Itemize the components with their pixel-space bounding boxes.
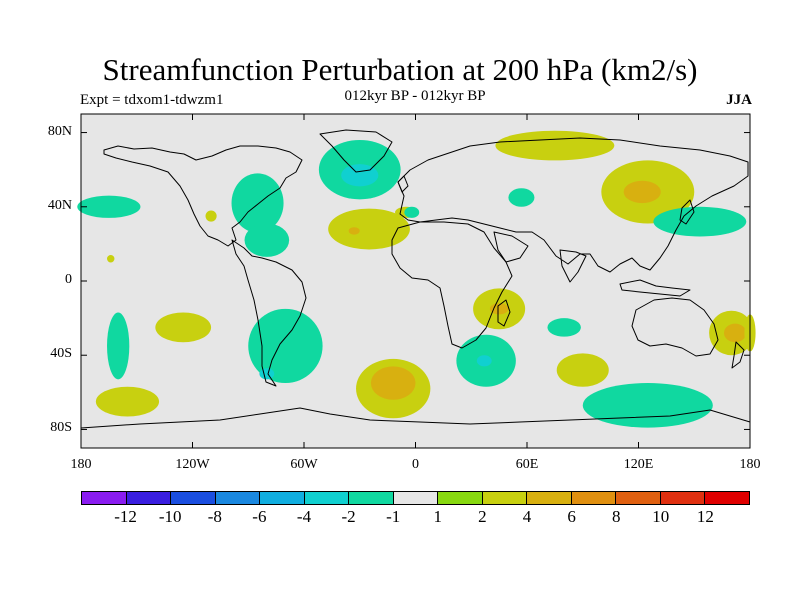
colorbar-label: 4 <box>522 507 532 526</box>
x-tick-label: 120W <box>175 457 210 472</box>
coastline-australia <box>631 297 719 357</box>
x-tick-label: 60W <box>290 457 318 472</box>
axis-ticks <box>80 114 751 448</box>
colorbar-label: 2 <box>478 507 487 526</box>
chart-title: Streamfunction Perturbation at 200 hPa (… <box>102 52 698 87</box>
coastline-greenland <box>319 129 393 173</box>
contour-southern-ocean-low <box>582 383 713 428</box>
colorbar <box>81 491 750 505</box>
colorbar-swatch <box>260 492 305 504</box>
contour-atlantic-high-core <box>348 227 360 235</box>
contour-south-pacific-high <box>155 312 212 343</box>
colorbar-label: -1 <box>386 507 401 526</box>
contour-west-pacific-low <box>653 206 747 237</box>
x-tick-label: 180 <box>70 457 92 472</box>
x-tick-label: 0 <box>412 457 419 472</box>
contour-south-pacific-low <box>107 312 130 380</box>
contour-caspian-low <box>508 188 535 207</box>
contour-australia-high-core <box>723 323 747 343</box>
colorbar-swatch <box>171 492 216 504</box>
x-tick-label: 120E <box>623 457 654 472</box>
colorbar-swatch <box>482 492 528 504</box>
x-tick-label: 180 <box>739 457 761 472</box>
y-tick-label: 0 <box>65 272 72 287</box>
contour-north-america-low <box>231 173 284 233</box>
coastline-maritime-continent <box>619 279 691 297</box>
colorbar-swatch <box>393 492 439 504</box>
colorbar-swatch <box>438 492 483 504</box>
colorbar-label: 1 <box>433 507 443 526</box>
coastline-new-zealand <box>731 341 745 369</box>
contour-atlantic-high <box>328 208 410 250</box>
period-label: 012kyr BP - 012kyr BP <box>344 88 486 104</box>
colorbar-swatch <box>215 492 261 504</box>
contour-gulf-of-mexico-low <box>244 223 290 257</box>
contour-south-atlantic-high-core <box>370 366 416 400</box>
contour-north-pacific-high <box>107 255 115 263</box>
y-tick-label: 40N <box>47 197 72 213</box>
colorbar-swatch <box>82 492 127 504</box>
contour-south-america-low <box>248 308 323 384</box>
colorbar-swatch <box>705 492 749 504</box>
season-label: JJA <box>726 92 752 108</box>
contour-south-indian-high <box>556 353 609 387</box>
contour-east-asia-high-core <box>623 180 661 204</box>
coastline-japan <box>679 199 695 225</box>
coastline-british-isles <box>397 175 409 193</box>
contour-north-africa-low <box>404 206 420 218</box>
coastline-south-america <box>231 239 307 387</box>
colorbar-label: -2 <box>341 507 356 526</box>
contour-south-indian-low <box>547 318 581 337</box>
coastline-madagascar <box>497 299 511 327</box>
x-tick-label: 60E <box>515 457 539 472</box>
coastline-antarctica <box>80 407 751 429</box>
colorbar-swatch <box>527 492 572 504</box>
colorbar-swatch <box>660 492 706 504</box>
colorbar-label: 8 <box>611 507 621 526</box>
colorbar-label: -8 <box>207 507 222 526</box>
contour-south-african-low-core <box>476 355 492 367</box>
coastline-eurasia <box>397 137 749 273</box>
colorbar-swatch <box>349 492 394 504</box>
y-tick-label: 40S <box>50 346 72 362</box>
colorbar-label: -10 <box>158 507 182 526</box>
y-tick-label: 80N <box>47 123 72 139</box>
colorbar-label: 12 <box>696 507 714 526</box>
colorbar-label: -4 <box>296 507 312 526</box>
colorbar-label: -12 <box>114 507 137 526</box>
colorbar-label: 10 <box>652 507 670 526</box>
contour-mexico-high <box>205 210 217 222</box>
coastline-india <box>559 249 587 283</box>
contour-arctic-high <box>495 130 615 161</box>
contour-southeast-pacific-high <box>95 386 160 417</box>
colorbar-swatch <box>571 492 617 504</box>
coastlines <box>80 129 751 429</box>
colorbar-swatch <box>616 492 661 504</box>
contour-south-american-low-core <box>259 368 275 380</box>
experiment-label: Expt = tdxom1-tdwzm1 <box>80 92 224 108</box>
colorbar-label: 6 <box>567 507 576 526</box>
colorbar-swatch <box>304 492 350 504</box>
colorbar-swatch <box>126 492 172 504</box>
coastline-north-america <box>103 145 303 247</box>
coastline-africa <box>391 221 513 349</box>
y-tick-label: 80S <box>50 420 72 436</box>
colorbar-label: -6 <box>252 507 267 526</box>
coastline-arabia <box>493 231 529 263</box>
contour-north-pacific-low <box>77 195 141 218</box>
